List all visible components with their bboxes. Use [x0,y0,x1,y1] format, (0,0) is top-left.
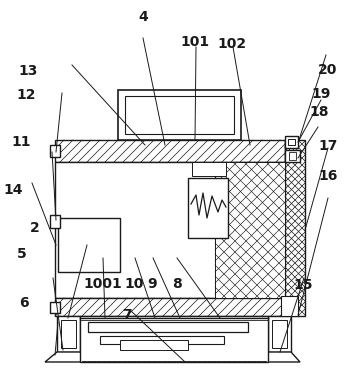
Polygon shape [45,352,88,362]
Bar [57,316,80,352]
Bar [55,162,285,298]
Text: 17: 17 [318,139,337,153]
Text: 20: 20 [318,63,337,77]
Text: 19: 19 [311,87,331,101]
Text: 14: 14 [3,183,23,197]
Text: 10: 10 [124,277,144,291]
Bar [120,340,188,350]
Bar [58,218,120,272]
Text: 6: 6 [19,296,28,310]
Text: 101: 101 [180,35,209,49]
Text: 4: 4 [138,10,148,24]
Bar [50,302,60,313]
Bar [55,140,285,162]
Text: 102: 102 [217,37,246,51]
Text: 5: 5 [17,247,26,261]
Bar [125,96,234,134]
Bar [50,215,60,228]
Bar [80,316,268,362]
Text: 9: 9 [147,277,157,291]
Text: 16: 16 [318,169,337,183]
Polygon shape [257,352,300,362]
Bar [285,150,300,162]
Text: 15: 15 [294,278,313,292]
Bar [192,162,226,176]
Text: 7: 7 [122,308,132,322]
Text: 11: 11 [12,135,31,150]
Bar [55,298,285,316]
Bar [289,152,296,160]
Bar [50,145,60,157]
Bar [61,320,76,348]
Bar [100,336,224,344]
Text: 2: 2 [30,221,39,235]
Bar [118,90,241,140]
Bar [268,316,291,352]
Bar [215,162,285,298]
Bar [285,140,305,316]
Text: 1001: 1001 [83,277,122,291]
Bar [288,139,295,145]
Text: 12: 12 [16,88,36,102]
Bar [272,320,287,348]
Text: 13: 13 [19,64,38,78]
Bar [285,136,298,148]
Bar [281,296,298,316]
Text: 8: 8 [172,277,181,291]
Text: 18: 18 [309,105,329,119]
Bar [188,178,228,238]
Bar [88,322,248,332]
